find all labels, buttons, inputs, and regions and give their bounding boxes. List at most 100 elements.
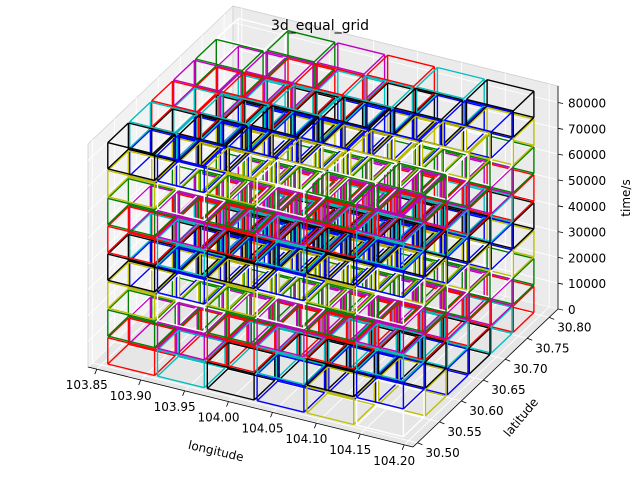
grid-cell-edge (278, 157, 326, 171)
grid-cell-edge (356, 237, 378, 259)
grid-cell-edge (179, 279, 201, 301)
grid-cell-edge (444, 154, 466, 175)
grid-cell-edge (129, 101, 151, 123)
grid-cell-edge (129, 239, 151, 260)
grid-cell-edge (128, 317, 176, 331)
grid-cell-edge (220, 71, 242, 92)
grid-cell-edge (178, 301, 226, 315)
grid-cell-edge (299, 138, 347, 152)
grid-cell-edge (490, 193, 513, 215)
grid-cell-edge (316, 70, 339, 92)
grid-cell-edge (402, 416, 425, 438)
grid-cell-edge (201, 92, 223, 114)
grid-cell-edge (397, 141, 419, 162)
z-tick-label: 80000 (568, 97, 606, 111)
grid-cell-edge (243, 71, 292, 85)
grid-cell-edge (250, 159, 273, 180)
grid-cell-edge (256, 213, 279, 235)
grid-cell-edge (402, 223, 425, 244)
x-tick-mark (182, 390, 185, 396)
grid-cell-edge (269, 83, 292, 105)
grid-cell-edge (327, 310, 375, 324)
grid-cell-edge (256, 400, 305, 413)
grid-cell-edge (256, 345, 305, 359)
grid-cell-edge (490, 111, 513, 133)
grid-cell-edge (402, 305, 425, 326)
grid-cell-edge (341, 74, 364, 96)
grid-cell-edge (490, 137, 513, 159)
grid-cell-edge (422, 120, 444, 142)
grid-cell-edge (356, 340, 404, 354)
grid-cell-edge (157, 209, 205, 223)
grid-cell-edge (356, 370, 404, 384)
grid-cell-edge (327, 171, 375, 185)
grid-cell-edge (256, 178, 305, 192)
grid-cell-edge (178, 162, 226, 176)
grid-cell-edge (327, 227, 375, 240)
grid-cell-edge (424, 395, 447, 417)
grid-cell-edge (278, 331, 301, 353)
grid-cell (206, 174, 276, 234)
grid-cell-edge (356, 285, 404, 299)
grid-cell-edge (241, 50, 264, 72)
grid-cell-edge (512, 284, 535, 305)
x-tick-mark (270, 412, 273, 418)
grid-cell-edge (328, 317, 350, 339)
grid-cell-edge (157, 246, 179, 267)
grid-cell-edge (512, 144, 535, 166)
grid-cell-edge (179, 307, 201, 328)
grid-cell-edge (107, 223, 155, 237)
grid-cell-edge (306, 197, 328, 219)
grid-cell-edge (277, 185, 325, 199)
grid-cell-edge (356, 209, 378, 231)
grid-cell-edge (366, 80, 389, 102)
grid-cell-edge (328, 371, 350, 393)
grid-cell-edge (400, 141, 422, 163)
grid-cell-edge (437, 66, 485, 80)
grid-cell-edge (306, 272, 354, 286)
grid-cell-edge (512, 257, 535, 279)
grid-cell-edge (129, 127, 151, 149)
grid-cell-edge (328, 289, 350, 311)
grid-cell-edge (228, 347, 251, 369)
grid-cell-edge (227, 146, 275, 160)
z-tick-mark (557, 231, 564, 233)
grid-cell-edge (277, 268, 325, 282)
grid-cell-edge (356, 257, 404, 271)
grid-cell-edge (207, 333, 255, 347)
x-tick-label: 103.95 (154, 400, 196, 414)
grid-cell-edge (278, 248, 301, 269)
grid-cell-edge (350, 129, 372, 151)
x-tick-label: 104.10 (285, 432, 327, 446)
grid-cell-edge (249, 125, 297, 139)
grid-cell-edge (415, 87, 463, 101)
grid-cell-edge (227, 200, 275, 214)
grid-cell-edge (356, 350, 378, 372)
grid-cell-edge (201, 146, 223, 168)
grid-cell-edge (278, 359, 301, 381)
grid-cell-edge (157, 244, 179, 266)
grid-cell-edge (277, 298, 325, 312)
grid-cell-edge (266, 56, 289, 78)
grid-cell-edge (327, 336, 375, 350)
y-tick-label: 30.50 (425, 446, 459, 460)
z-axis-ticks: 0 10000 20000 30000 40000 50000 60000 70000 8000… (557, 97, 606, 317)
grid-cell (306, 282, 375, 342)
grid-cell-edge (327, 281, 375, 294)
grid-cell-edge (419, 120, 441, 141)
grid-cell-edge (194, 59, 242, 73)
grid-cell-edge (356, 203, 404, 217)
grid-cell-edge (256, 242, 279, 264)
y-tick-mark (417, 442, 423, 446)
grid-cell-edge (316, 42, 339, 64)
grid-cell-edge (206, 368, 229, 390)
grid-cell-edge (227, 312, 275, 326)
grid-cell-edge (375, 162, 397, 183)
grid-cell-edge (207, 192, 255, 206)
z-tick-mark (557, 257, 564, 259)
grid-cell-edge (327, 364, 375, 378)
grid-cell-edge (322, 124, 345, 146)
grid-cell-edge (378, 272, 400, 294)
z-tick-label: 30000 (568, 226, 606, 240)
grid-cell-edge (391, 87, 413, 108)
